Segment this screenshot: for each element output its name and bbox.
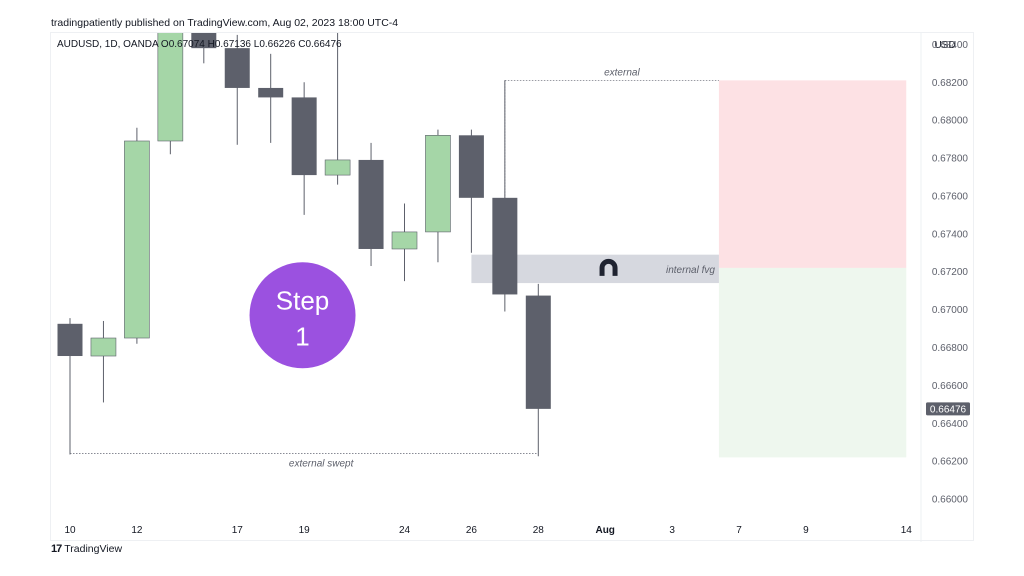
price-tick-label: 0.66200 xyxy=(932,457,969,468)
price-tick-label: 0.67200 xyxy=(932,267,969,278)
time-tick-label: 17 xyxy=(232,525,244,536)
last-price-badge xyxy=(926,402,970,416)
candle-body-1 xyxy=(90,337,117,357)
candle-body-14 xyxy=(525,295,551,409)
time-tick-label: Aug xyxy=(595,525,614,536)
buy-zone xyxy=(718,267,907,458)
time-tick-label: 10 xyxy=(64,525,76,536)
internal-fvg-label: internal fvg xyxy=(666,265,715,276)
last-price-label: 0.66476 xyxy=(930,404,967,415)
tradingview-logo-icon: 17 xyxy=(51,543,62,555)
step-badge-line2: 1 xyxy=(295,321,309,351)
candle-body-10 xyxy=(391,231,418,250)
chart-frame[interactable]: external external swept internal fvg Step 1 A… xyxy=(50,32,975,542)
price-tick-label: 0.67000 xyxy=(932,305,969,316)
sell-zone xyxy=(718,80,907,268)
price-tick-label: 0.67600 xyxy=(932,191,969,202)
candle-body-12 xyxy=(458,135,484,198)
symbol-line: AUDUSD, 1D, OANDA O0.67074 H0.67136 L0.6… xyxy=(57,39,342,50)
time-tick-label: 12 xyxy=(131,525,143,536)
price-tick-label: 0.67400 xyxy=(932,229,969,240)
candle-body-6 xyxy=(258,87,284,98)
time-tick-label: 19 xyxy=(299,525,311,536)
external-label: external xyxy=(604,67,640,78)
price-tick-label: 0.68000 xyxy=(932,116,969,127)
candle-body-4 xyxy=(191,33,217,49)
price-tick-label: 0.68400 xyxy=(932,40,969,51)
time-tick-label: 7 xyxy=(736,525,742,536)
candle-body-13 xyxy=(492,197,518,295)
candle-body-0 xyxy=(57,323,83,357)
price-tick-label: 0.66800 xyxy=(932,343,969,354)
time-tick-label: 9 xyxy=(803,525,809,536)
currency-label: USD xyxy=(934,40,955,51)
price-tick-label: 0.66000 xyxy=(932,495,969,506)
tradingview-logo-text: TradingView xyxy=(64,543,123,555)
price-tick-label: 0.67800 xyxy=(932,154,969,165)
time-tick-label: 26 xyxy=(466,525,478,536)
candle-body-11 xyxy=(425,135,451,233)
external-swept-label: external swept xyxy=(289,459,355,470)
time-tick-label: 14 xyxy=(901,525,913,536)
candle-body-9 xyxy=(358,159,384,249)
candle-body-8 xyxy=(324,159,351,176)
time-tick-label: 24 xyxy=(399,525,411,536)
price-tick-label: 0.68200 xyxy=(932,78,969,89)
tradingview-logo[interactable]: 17 TradingView xyxy=(51,543,122,555)
price-tick-label: 0.66400 xyxy=(932,419,969,430)
publish-line: tradingpatiently published on TradingVie… xyxy=(51,17,399,29)
candle-body-7 xyxy=(291,97,317,176)
candle-body-3 xyxy=(157,33,184,142)
magnet-icon xyxy=(599,258,618,276)
step-badge-line1: Step xyxy=(276,285,330,315)
candle-body-2 xyxy=(124,140,150,339)
candlestick-chart[interactable]: external external swept internal fvg Step 1 A… xyxy=(51,33,975,542)
step-badge xyxy=(249,262,356,369)
candle-body-5 xyxy=(224,48,250,88)
price-tick-label: 0.66600 xyxy=(932,381,969,392)
time-tick-label: 28 xyxy=(533,525,545,536)
time-tick-label: 3 xyxy=(669,525,675,536)
